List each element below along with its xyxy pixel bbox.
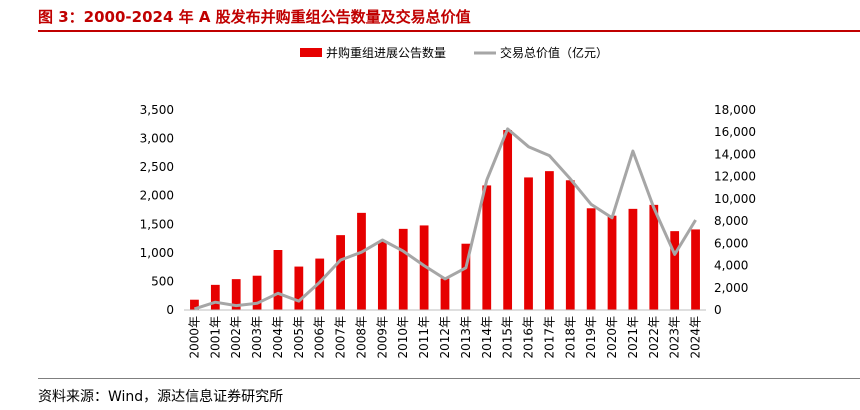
- bar: [357, 212, 366, 310]
- x-tick-label: 2024年: [689, 316, 703, 359]
- x-tick-label: 2009年: [375, 316, 389, 359]
- right-tick-label: 2,000: [714, 281, 748, 295]
- bar: [565, 180, 575, 310]
- right-tick-label: 6,000: [714, 236, 748, 250]
- title-rule: [38, 30, 860, 32]
- bar: [628, 208, 638, 310]
- bar-series: [190, 130, 700, 310]
- x-tick-label: 2020年: [605, 316, 619, 359]
- x-tick-label: 2014年: [480, 316, 494, 359]
- x-tick-label: 2012年: [438, 316, 452, 359]
- chart-legend: 并购重组进展公告数量 交易总价值（亿元）: [300, 45, 608, 60]
- left-tick-label: 3,500: [140, 103, 174, 117]
- x-tick-label: 2002年: [229, 316, 243, 359]
- x-tick-label: 2004年: [271, 316, 285, 359]
- left-tick-label: 3,000: [140, 132, 174, 146]
- legend-bar-swatch: [300, 48, 322, 57]
- bar: [607, 215, 617, 310]
- right-tick-label: 12,000: [714, 170, 756, 184]
- x-tick-label: 2005年: [292, 316, 306, 359]
- bar: [461, 243, 471, 310]
- left-tick-label: 2,500: [140, 160, 174, 174]
- bar: [503, 130, 513, 310]
- bar: [586, 208, 596, 310]
- x-tick-label: 2007年: [334, 316, 348, 359]
- right-tick-label: 16,000: [714, 125, 756, 139]
- bar: [231, 279, 241, 310]
- legend-line-label: 交易总价值（亿元）: [500, 45, 608, 60]
- bar: [545, 171, 554, 310]
- right-tick-label: 14,000: [714, 147, 756, 161]
- bar: [482, 185, 492, 310]
- x-tick-label: 2011年: [417, 316, 431, 359]
- left-tick-label: 500: [151, 274, 174, 288]
- x-tick-label: 2001年: [208, 316, 222, 359]
- x-tick-label: 2022年: [647, 316, 661, 359]
- bar: [252, 275, 262, 310]
- bar: [336, 235, 345, 310]
- bar: [190, 299, 199, 310]
- chart-title: 图 3：2000-2024 年 A 股发布并购重组公告数量及交易总价值: [38, 8, 471, 26]
- x-tick-label: 2010年: [396, 316, 410, 359]
- bar: [419, 225, 429, 310]
- right-tick-label: 18,000: [714, 103, 756, 117]
- x-tick-label: 2023年: [668, 316, 682, 359]
- left-axis: 0 500 1,000 1,500 2,000 2,500 3,000 3,500: [140, 103, 174, 317]
- x-tick-label: 2017年: [542, 316, 556, 359]
- bar: [294, 266, 304, 310]
- source-note: 资料来源：Wind，源达信息证券研究所: [38, 389, 284, 405]
- bar: [315, 258, 325, 310]
- left-tick-label: 1,000: [140, 246, 174, 260]
- x-tick-label: 2015年: [501, 316, 515, 359]
- x-tick-label: 2013年: [459, 316, 473, 359]
- x-tick-label: 2019年: [584, 316, 598, 359]
- x-tick-label: 2021年: [626, 316, 640, 359]
- x-tick-label: 2016年: [522, 316, 536, 359]
- x-tick-label: 2000年: [187, 316, 201, 359]
- bar: [210, 284, 220, 310]
- right-tick-label: 4,000: [714, 259, 748, 273]
- left-tick-label: 2,000: [140, 189, 174, 203]
- bar: [398, 228, 408, 310]
- footer-rule: [38, 378, 860, 379]
- bar: [273, 250, 283, 310]
- value-line: [193, 127, 697, 311]
- x-tick-label: 2003年: [250, 316, 264, 359]
- right-tick-label: 10,000: [714, 192, 756, 206]
- left-tick-label: 0: [166, 303, 174, 317]
- line-series: [193, 127, 697, 311]
- x-tick-label: 2008年: [354, 316, 368, 359]
- combo-chart: 并购重组进展公告数量 交易总价值（亿元） 0 500 1,000 1,500 2,000…: [140, 45, 756, 359]
- bar: [649, 204, 659, 310]
- bar: [377, 241, 387, 310]
- legend-bar-label: 并购重组进展公告数量: [326, 45, 446, 60]
- bar: [691, 229, 700, 310]
- right-axis: 0 2,000 4,000 6,000 8,000 10,000 12,000 14,000 1…: [714, 103, 756, 317]
- x-axis: 2000年 2001年 2002年 2003年 2004年 2005年 2006年 2007年…: [187, 316, 702, 359]
- x-tick-label: 2018年: [563, 316, 577, 359]
- bar: [440, 278, 450, 310]
- x-tick-label: 2006年: [313, 316, 327, 359]
- bar: [524, 177, 533, 310]
- bar: [670, 231, 680, 310]
- right-tick-label: 0: [714, 303, 722, 317]
- right-tick-label: 8,000: [714, 214, 748, 228]
- left-tick-label: 1,500: [140, 217, 174, 231]
